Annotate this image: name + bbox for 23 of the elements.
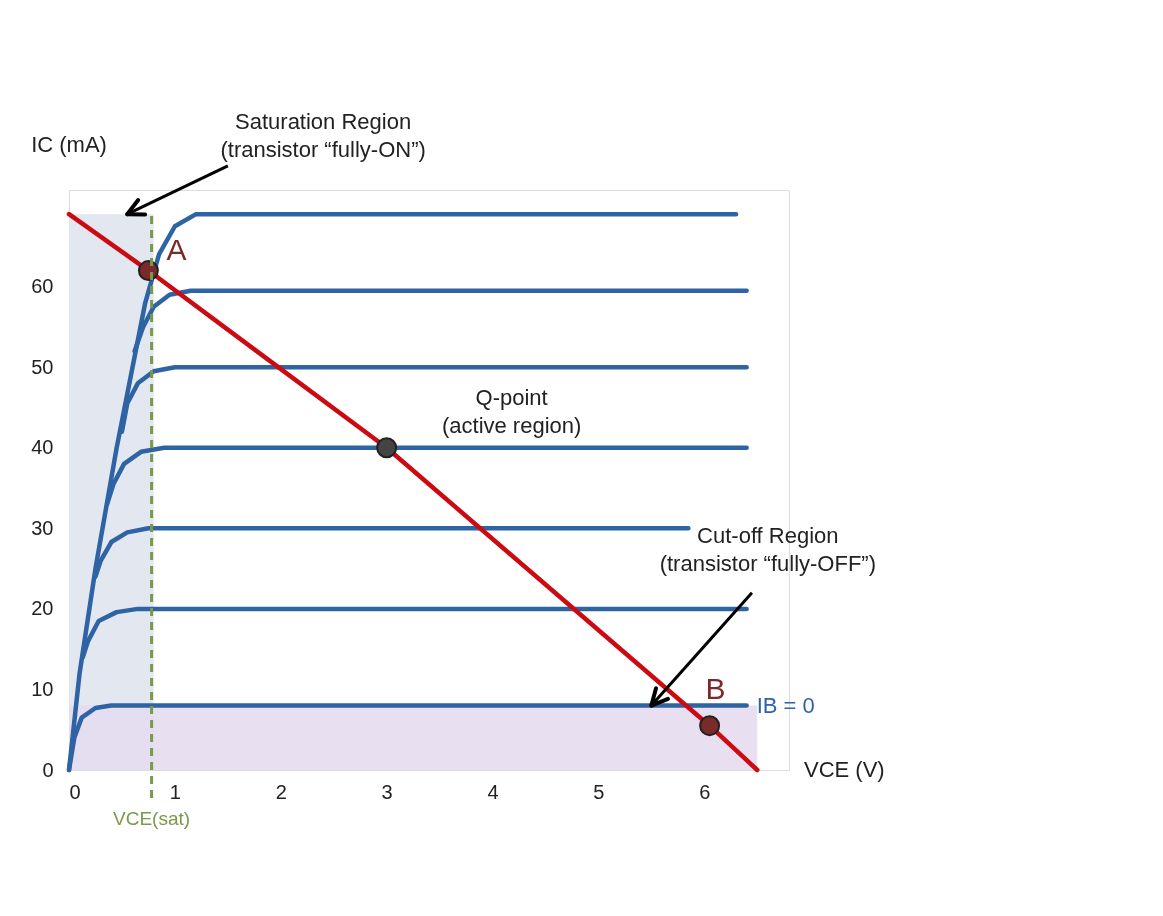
x-axis-title: VCE (V) — [804, 757, 885, 782]
ref-line-label: VCE(sat) — [113, 808, 191, 829]
series-label: IB = 0 — [756, 692, 815, 718]
y-tick-label: 30 — [31, 516, 54, 539]
y-axis-title: IC (mA) — [31, 132, 107, 157]
annotation: Q-point (active region) — [441, 384, 582, 438]
annotation: Cut-off Region (transistor “fully-OFF”) — [659, 523, 876, 577]
x-tick-label: 2 — [275, 780, 287, 803]
y-tick-label: 0 — [42, 758, 54, 781]
y-tick-label: 50 — [31, 355, 54, 378]
x-tick-label: 5 — [593, 780, 605, 803]
x-tick-label: 1 — [169, 780, 181, 803]
y-tick-label: 60 — [31, 275, 54, 298]
annotation: Saturation Region (transistor “fully-ON”) — [220, 108, 426, 162]
y-tick-label: 20 — [31, 597, 54, 620]
y-tick-label: 10 — [31, 677, 54, 700]
x-tick-label: 0 — [69, 780, 81, 803]
x-tick-label: 6 — [699, 780, 711, 803]
annotation: A — [166, 232, 187, 266]
x-tick-label: 3 — [381, 780, 393, 803]
x-tick-label: 4 — [487, 780, 499, 803]
annotation: B — [705, 671, 726, 705]
y-tick-label: 40 — [31, 436, 54, 459]
